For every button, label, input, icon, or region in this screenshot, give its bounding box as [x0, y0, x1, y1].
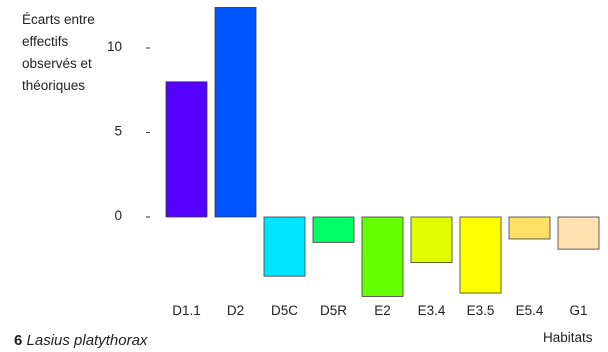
bar: [312, 216, 355, 243]
y-axis-title-line: effectifs: [22, 34, 69, 49]
x-tick-label: D5R: [320, 303, 347, 318]
y-axis-title-line: observés et: [22, 56, 92, 71]
x-tick-label: E3.4: [418, 303, 446, 318]
x-tick-label: E5.4: [516, 303, 544, 318]
figure-number: 6: [14, 332, 23, 349]
y-axis-title-line: Écarts entre: [22, 12, 95, 27]
x-tick-label: D1.1: [172, 303, 201, 318]
bar: [263, 216, 306, 277]
y-axis-title-line: théoriques: [22, 78, 86, 93]
y-tick-label: 10: [107, 39, 122, 54]
bar: [410, 216, 453, 264]
x-tick-label: G1: [569, 303, 587, 318]
bar: [557, 216, 600, 250]
x-tick-label: E3.5: [467, 303, 495, 318]
bar: [361, 216, 404, 297]
bar: [459, 216, 502, 294]
y-axis-title: Écarts entre effectifs observés et théor…: [22, 9, 142, 97]
bar: [165, 81, 208, 218]
bar: [508, 216, 551, 240]
figure-species: Lasius platythorax: [26, 332, 148, 349]
figure-caption: 6 Lasius platythorax: [14, 332, 147, 349]
y-tick-label: 0: [114, 208, 122, 223]
bar: [214, 7, 257, 218]
x-axis-title: Habitats: [543, 330, 593, 345]
x-tick-label: E2: [374, 303, 391, 318]
x-tick-label: D5C: [271, 303, 298, 318]
x-tick-label: D2: [227, 303, 244, 318]
y-tick-label: 5: [114, 124, 122, 139]
